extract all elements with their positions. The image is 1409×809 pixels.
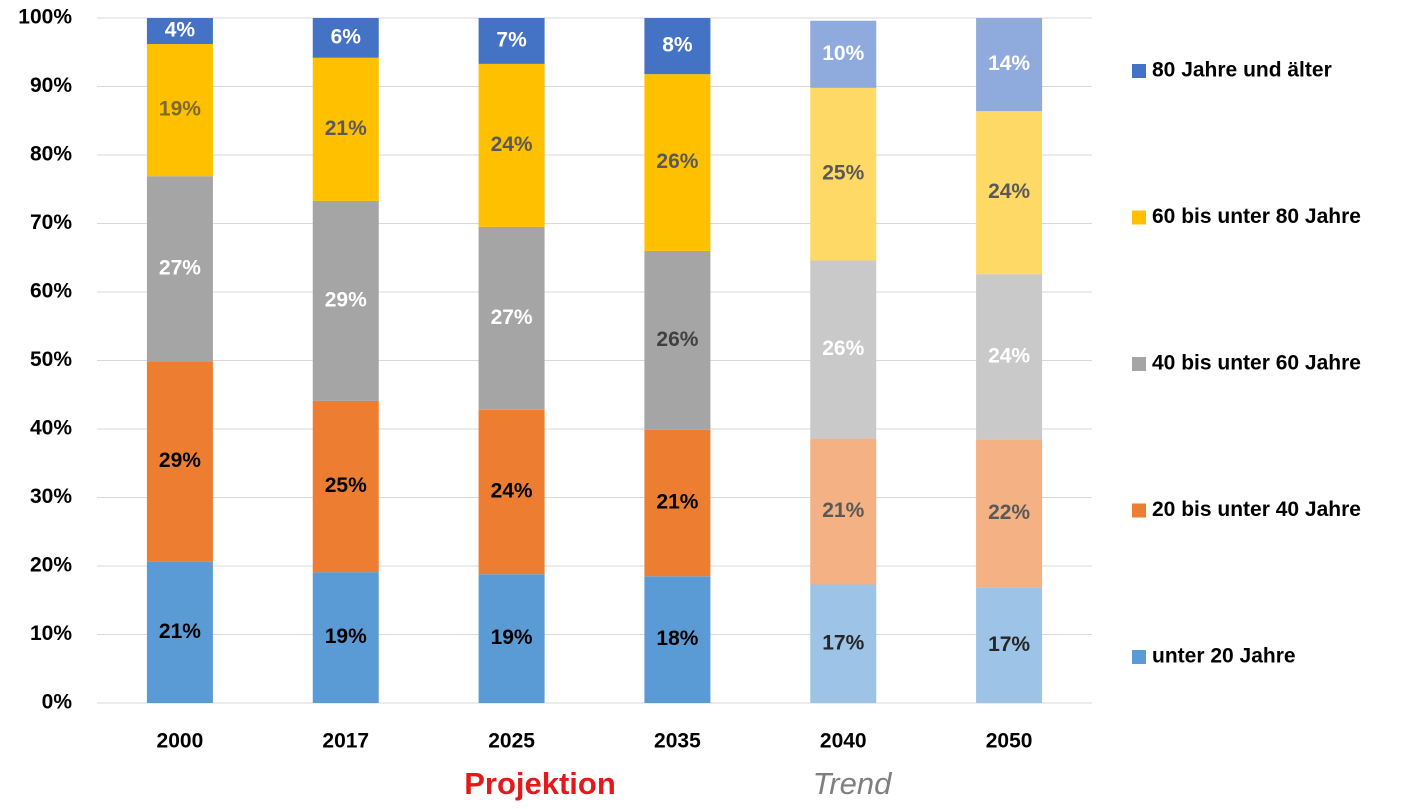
bar-segment — [312, 400, 379, 573]
bar-segment — [644, 250, 711, 430]
data-label: 24% — [491, 133, 533, 156]
x-tick-label: 2050 — [986, 730, 1033, 753]
bar-segment — [146, 361, 213, 562]
x-tick-label: 2040 — [820, 730, 867, 753]
data-label: 19% — [325, 625, 367, 648]
y-tick-label: 0% — [42, 691, 73, 714]
y-tick-label: 30% — [30, 485, 72, 508]
legend-swatch — [1132, 210, 1146, 225]
bar-segment — [810, 260, 877, 439]
data-label: 21% — [325, 117, 367, 140]
data-label: 22% — [988, 501, 1030, 524]
y-tick-label: 20% — [30, 554, 72, 577]
data-label: 26% — [822, 337, 864, 360]
bar-segment — [478, 226, 545, 410]
y-tick-label: 80% — [30, 143, 72, 166]
x-tick-label: 2017 — [322, 730, 369, 753]
bar-segment — [478, 409, 545, 575]
legend-label: 80 Jahre und älter — [1152, 59, 1332, 82]
data-label: 24% — [988, 344, 1030, 367]
bar-segment — [146, 44, 213, 177]
data-label: 18% — [656, 627, 698, 650]
bar-segment — [478, 574, 545, 703]
data-label: 26% — [656, 328, 698, 351]
y-tick-label: 70% — [30, 211, 72, 234]
bar-segment — [810, 438, 877, 585]
y-tick-label: 90% — [30, 74, 72, 97]
annotation-projektion: Projektion — [464, 766, 616, 801]
y-tick-label: 60% — [30, 280, 72, 303]
data-label: 27% — [159, 256, 201, 279]
data-label: 8% — [662, 34, 693, 57]
data-label: 21% — [656, 491, 698, 514]
data-label: 7% — [496, 28, 527, 51]
data-label: 24% — [988, 180, 1030, 203]
legend-swatch — [1132, 650, 1146, 664]
data-label: 14% — [988, 52, 1030, 75]
data-label: 17% — [822, 631, 864, 654]
data-label: 26% — [656, 150, 698, 173]
legend-swatch — [1132, 503, 1146, 518]
data-label: 6% — [331, 25, 362, 48]
bar-segment — [312, 57, 379, 201]
data-label: 25% — [822, 162, 864, 185]
bar-segment — [146, 561, 213, 703]
bar-segment — [810, 87, 877, 261]
legend-label: 40 bis unter 60 Jahre — [1152, 352, 1361, 375]
data-label: 21% — [822, 499, 864, 522]
data-label: 29% — [325, 288, 367, 311]
data-label: 21% — [159, 620, 201, 643]
bar-segment — [976, 274, 1043, 440]
bar-segment — [644, 429, 711, 577]
bar-segment — [478, 63, 545, 227]
data-label: 19% — [491, 626, 533, 649]
bar-segment — [644, 18, 711, 75]
bar-segment — [976, 18, 1043, 112]
y-tick-label: 100% — [18, 6, 72, 29]
y-tick-label: 50% — [30, 348, 72, 371]
data-label: 10% — [822, 42, 864, 65]
bar-segment — [146, 18, 213, 45]
bar-segment — [810, 20, 877, 88]
legend-label: 20 bis unter 40 Jahre — [1152, 498, 1361, 521]
bar-segment — [810, 584, 877, 703]
legend-swatch — [1132, 357, 1146, 371]
bar-segment — [312, 18, 379, 58]
bar-segment — [312, 200, 379, 401]
annotation-trend: Trend — [813, 766, 893, 801]
bar-segment — [644, 576, 711, 703]
data-label: 29% — [159, 449, 201, 472]
data-label: 19% — [159, 98, 201, 121]
legend-label: 60 bis unter 80 Jahre — [1152, 205, 1361, 228]
x-tick-label: 2035 — [654, 730, 701, 753]
x-tick-label: 2025 — [488, 730, 535, 753]
bar-segment — [644, 74, 711, 251]
data-label: 4% — [165, 19, 196, 42]
bar-segment — [976, 111, 1043, 275]
bar-segment — [312, 572, 379, 703]
data-label: 25% — [325, 474, 367, 497]
bar-segment — [146, 176, 213, 362]
data-label: 24% — [491, 480, 533, 503]
y-tick-label: 10% — [30, 622, 72, 645]
x-tick-label: 2000 — [157, 730, 204, 753]
bar-segment — [976, 587, 1043, 703]
data-label: 27% — [491, 306, 533, 329]
y-tick-label: 40% — [30, 417, 72, 440]
bar-segment — [478, 18, 545, 64]
data-label: 17% — [988, 633, 1030, 656]
legend-label: unter 20 Jahre — [1152, 645, 1296, 668]
bar-segment — [976, 439, 1043, 588]
legend-swatch — [1132, 64, 1146, 78]
